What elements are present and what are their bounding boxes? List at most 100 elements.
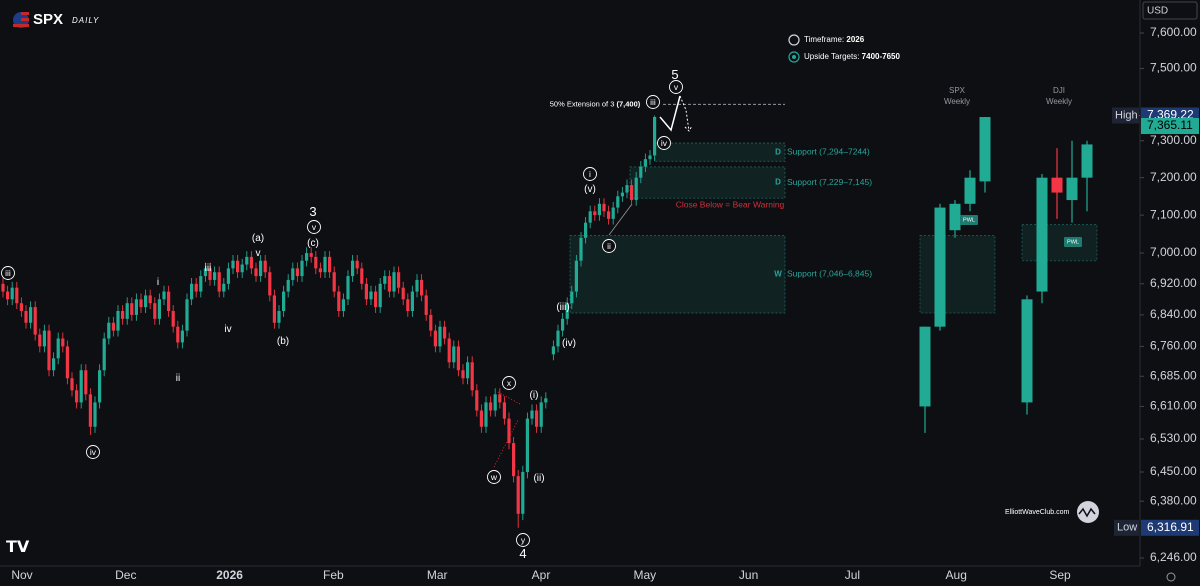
candle-body <box>33 307 37 335</box>
currency-select[interactable]: USD <box>1142 1 1198 20</box>
candle-body <box>203 268 207 277</box>
wave-circle <box>602 239 616 253</box>
candle-body <box>268 272 272 296</box>
x-tick-label: Jul <box>845 568 860 582</box>
weekly-zone <box>919 235 996 314</box>
candle-body <box>309 253 313 257</box>
candle-body <box>171 311 175 327</box>
candle-body <box>259 260 263 277</box>
candle-body <box>15 287 19 304</box>
last-price: 7,365.11 <box>1147 118 1193 132</box>
candle-body <box>561 318 565 331</box>
y-tick-label: 6,840.00 <box>1150 307 1197 321</box>
candle-body <box>88 394 92 427</box>
y-tick-label: 6,380.00 <box>1150 493 1197 507</box>
candle-body <box>341 299 345 312</box>
candle-body <box>466 362 470 379</box>
candle-body <box>305 253 309 261</box>
candle-body <box>360 268 364 284</box>
x-tick-label: 2026 <box>216 568 243 582</box>
candle-body <box>489 402 493 411</box>
candle-body <box>38 334 42 347</box>
wave-label: i <box>589 169 591 179</box>
y-tick-label: 6,246.00 <box>1150 550 1197 564</box>
candle-body <box>556 330 560 347</box>
y-tick-label: 6,610.00 <box>1150 399 1197 413</box>
watermark-wave <box>1078 507 1096 518</box>
zone-tag: W <box>774 269 782 278</box>
y-tick-label: 6,760.00 <box>1150 339 1197 353</box>
y-tick-label: 7,300.00 <box>1150 133 1197 147</box>
low-tag-box <box>1114 519 1139 536</box>
candle-body <box>139 299 143 308</box>
legend-icon-dot <box>792 55 796 59</box>
candle-body <box>593 211 597 216</box>
candle-body <box>254 268 258 277</box>
extension-label: 50% Extension of 3 (7,400) <box>550 99 641 108</box>
candle-body <box>102 338 106 371</box>
wave-label: y <box>521 535 526 545</box>
candle-body <box>1051 177 1063 193</box>
candle-body <box>639 166 643 178</box>
candle-body <box>429 314 433 331</box>
candle-body <box>121 311 125 319</box>
candle-body <box>588 211 592 223</box>
candle-body <box>111 322 115 331</box>
high-tag: High <box>1115 109 1138 121</box>
low-value: 6,316.91 <box>1147 520 1194 534</box>
candle-body <box>75 390 79 403</box>
pwl-label: PWL <box>963 217 975 223</box>
wave-label: ii <box>176 373 180 384</box>
candle-body <box>98 370 102 403</box>
zone-label: Support (7,294–7244) <box>787 146 870 156</box>
y-tick-label: 7,100.00 <box>1150 207 1197 221</box>
candle-body <box>1081 144 1093 178</box>
x-tick-label: Aug <box>946 568 967 582</box>
y-tick-label: 6,450.00 <box>1150 464 1197 478</box>
candle-body <box>208 268 212 280</box>
y-tick-label: 6,685.00 <box>1150 368 1197 382</box>
candle-body <box>949 203 961 231</box>
candle-body <box>318 268 322 273</box>
candle-body <box>611 207 615 219</box>
candle-body <box>286 279 290 292</box>
x-tick-label: Mar <box>427 568 448 582</box>
wave-circle <box>646 95 660 109</box>
candle-body <box>47 330 51 371</box>
candle-body <box>1036 177 1048 292</box>
candle-body <box>199 276 203 292</box>
candle-body <box>364 283 368 300</box>
wave-label: iii <box>650 97 656 107</box>
candle-body <box>525 418 529 473</box>
wave-label: (a) <box>252 233 264 244</box>
candle-body <box>65 346 69 379</box>
candle-body <box>346 276 350 300</box>
zone-tag: D <box>775 147 781 156</box>
legend-text: Timeframe: 2026 <box>804 35 865 44</box>
interval: DAILY <box>72 16 99 25</box>
candle-body <box>10 287 14 300</box>
weekly-title: SPX <box>949 86 966 95</box>
candle-body <box>79 370 83 403</box>
y-tick-label: 6,530.00 <box>1150 431 1197 445</box>
candle-body <box>144 295 148 308</box>
wave-label: v <box>312 222 317 232</box>
zone-label: Support (7,229–7,145) <box>787 177 872 187</box>
settings-icon[interactable] <box>1166 572 1176 582</box>
y-tick-label: 7,600.00 <box>1150 25 1197 39</box>
candle-body <box>70 378 74 391</box>
candle-body <box>964 177 976 204</box>
candle-body <box>29 307 33 323</box>
currency-box[interactable] <box>1142 1 1198 20</box>
candle-body <box>332 272 336 292</box>
weekly-subtitle: Weekly <box>1046 97 1072 106</box>
wave-label: w <box>490 472 498 482</box>
candle-body <box>148 295 152 304</box>
wave-circle <box>1 266 15 280</box>
wave-label: (iv) <box>562 338 576 349</box>
candle-body <box>153 303 157 319</box>
candle-body <box>249 256 253 269</box>
currency[interactable]: USD <box>1147 6 1168 17</box>
tv-logo: 𝗧𝗩 <box>6 539 30 556</box>
